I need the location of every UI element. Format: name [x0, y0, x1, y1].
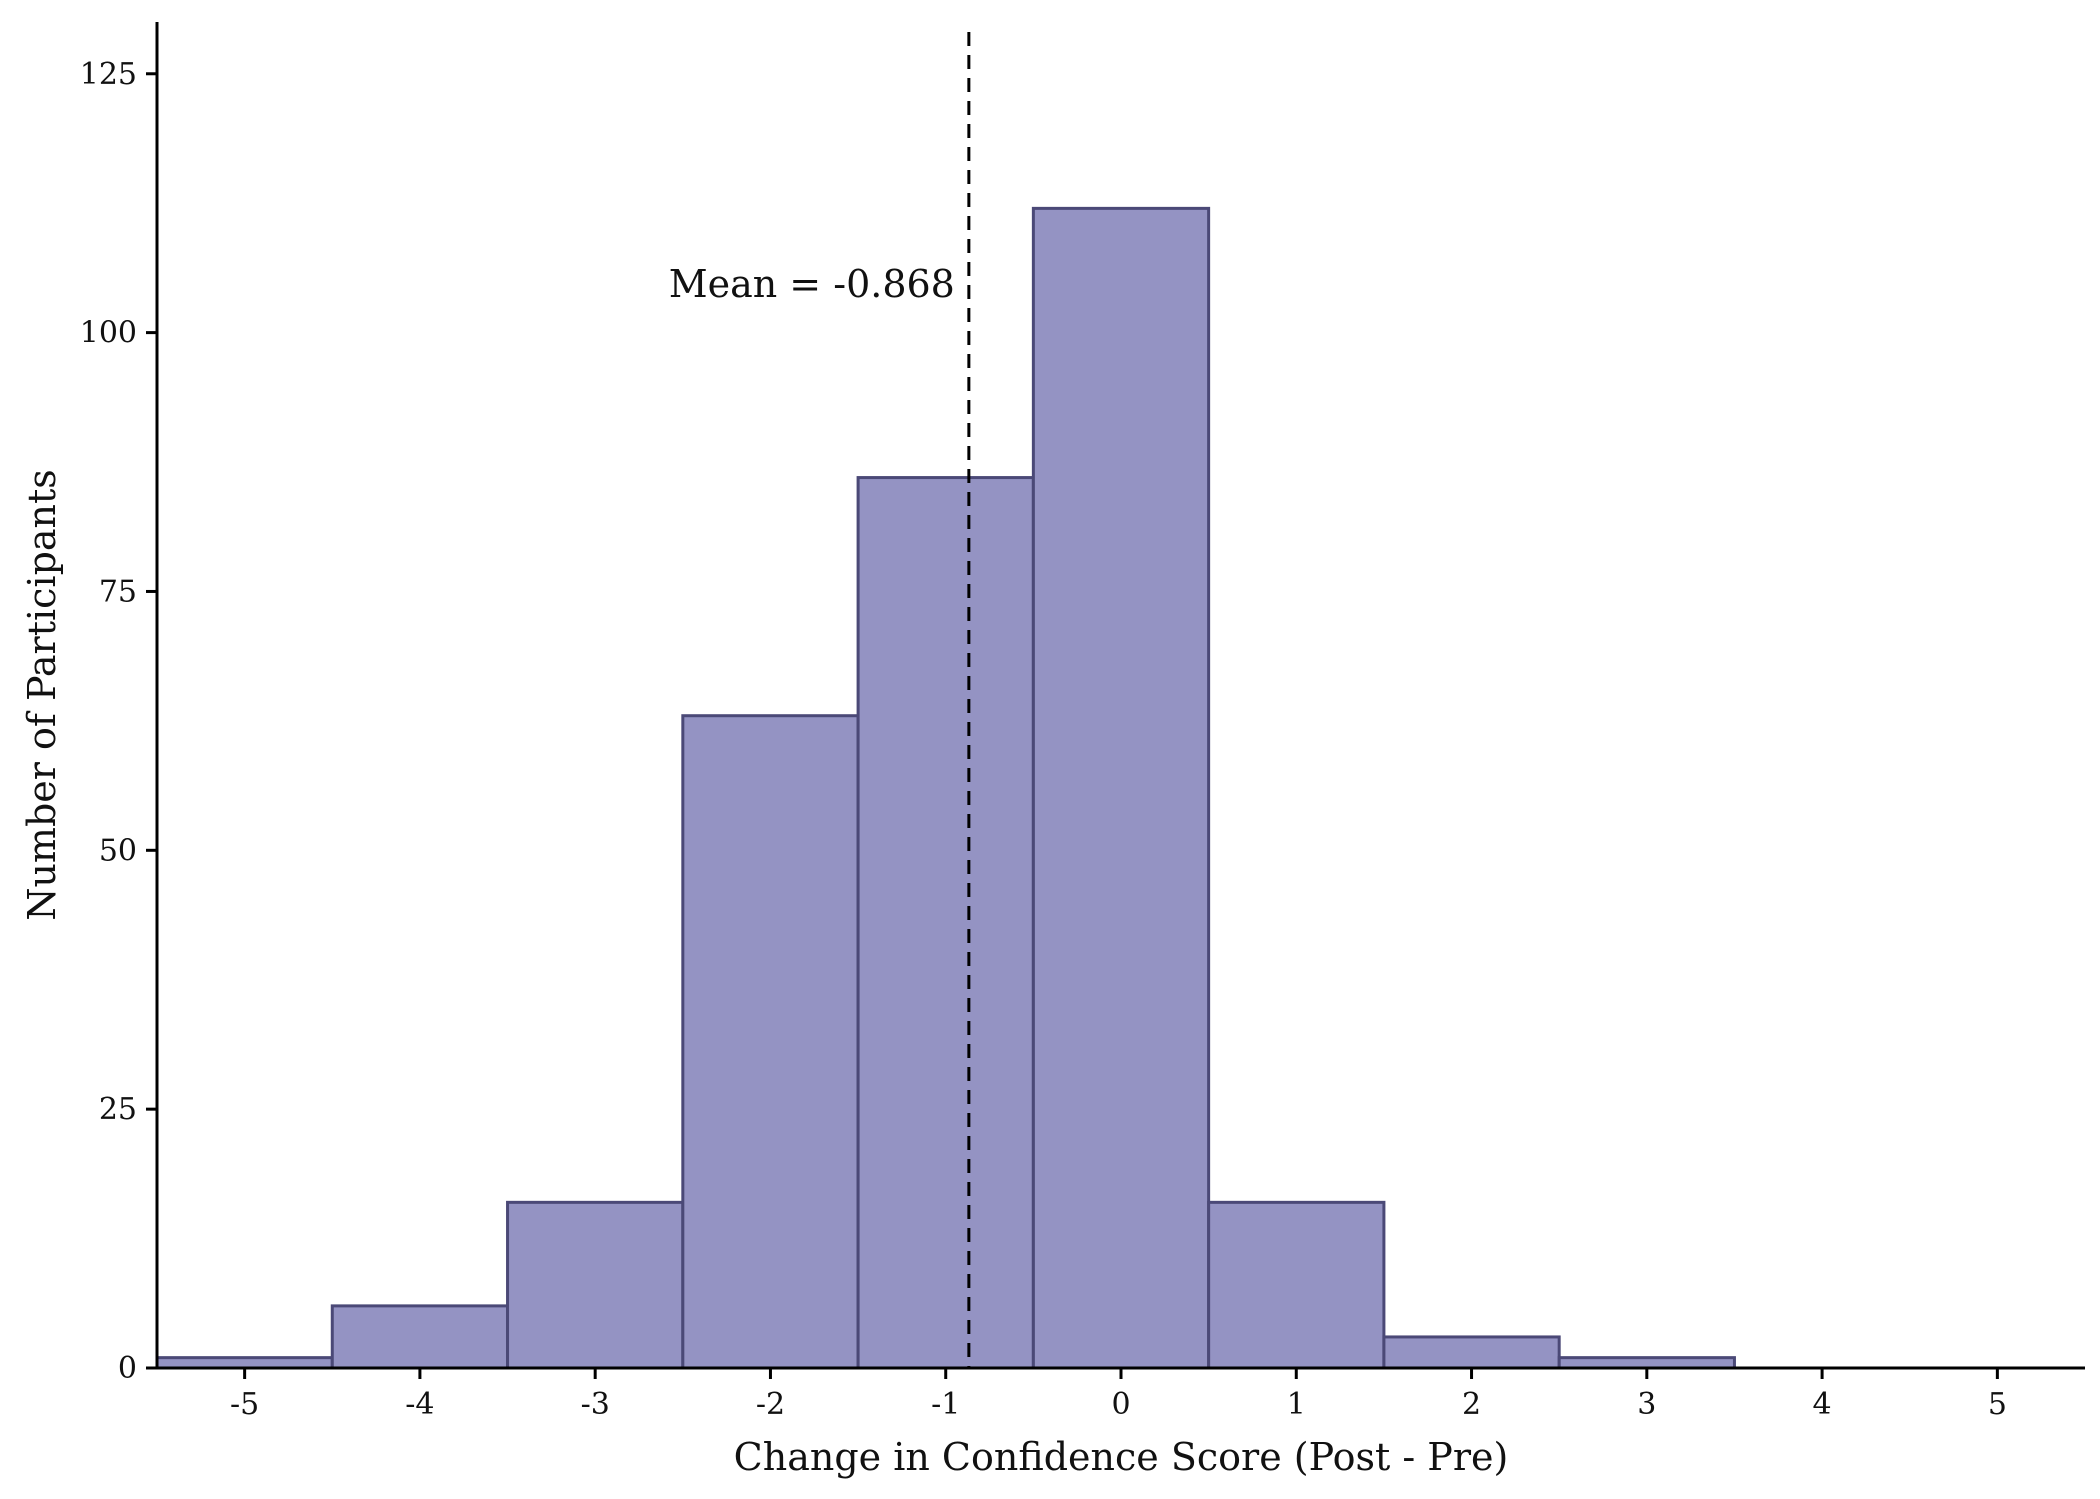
x-tick-label: -2	[756, 1387, 785, 1422]
y-tick-label: 125	[80, 57, 137, 92]
y-tick-label: 25	[99, 1092, 137, 1127]
x-tick-label: 1	[1287, 1387, 1306, 1422]
y-tick-label: 100	[80, 316, 137, 351]
mean-annotation: Mean = -0.868	[669, 262, 955, 306]
y-axis-title: Number of Participants	[20, 469, 64, 921]
x-tick-label: 0	[1111, 1387, 1130, 1422]
y-ticks-group: 0 25 50 75 100 125	[80, 57, 157, 1386]
x-tick-label: 3	[1637, 1387, 1656, 1422]
x-axis-title: Change in Confidence Score (Post - Pre)	[734, 1435, 1509, 1479]
histogram-bar	[1557, 1356, 1736, 1370]
histogram-bar	[1031, 206, 1211, 1370]
x-ticks-group: -5 -4 -3 -2 -1 0 1 2 3 4 5	[230, 1368, 2007, 1422]
bars-group	[155, 206, 1736, 1370]
x-tick-label: 4	[1813, 1387, 1832, 1422]
y-tick-label: 0	[118, 1351, 137, 1386]
y-tick-label: 75	[99, 574, 137, 609]
histogram-bar	[330, 1304, 510, 1370]
y-tick-label: 50	[99, 833, 137, 868]
histogram-bar	[1207, 1200, 1386, 1370]
histogram-bar	[1382, 1335, 1561, 1370]
x-tick-label: -5	[230, 1387, 259, 1422]
x-tick-label: 2	[1462, 1387, 1481, 1422]
x-tick-label: -3	[581, 1387, 610, 1422]
histogram-bar	[856, 476, 1035, 1370]
x-tick-label: 5	[1988, 1387, 2007, 1422]
histogram-bar	[681, 714, 860, 1370]
x-tick-label: -4	[405, 1387, 434, 1422]
histogram-bar	[506, 1200, 685, 1370]
x-tick-label: -1	[931, 1387, 960, 1422]
histogram-bar	[155, 1356, 334, 1370]
